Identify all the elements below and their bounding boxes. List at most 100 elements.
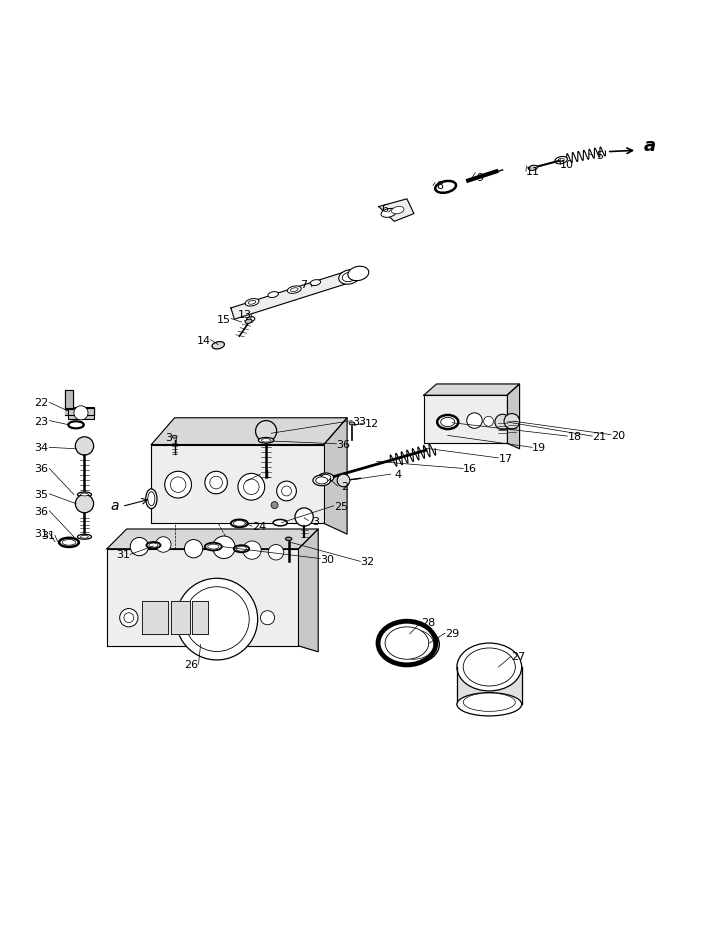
Circle shape xyxy=(170,477,186,493)
Text: 36: 36 xyxy=(34,506,48,516)
Ellipse shape xyxy=(249,301,256,305)
Ellipse shape xyxy=(68,422,84,429)
Ellipse shape xyxy=(246,317,255,323)
Ellipse shape xyxy=(435,182,456,193)
Circle shape xyxy=(260,611,275,625)
Text: 25: 25 xyxy=(334,502,348,511)
Circle shape xyxy=(124,613,134,623)
Ellipse shape xyxy=(286,538,291,541)
Ellipse shape xyxy=(234,545,249,553)
Ellipse shape xyxy=(80,493,89,496)
Text: 11: 11 xyxy=(526,168,540,177)
Text: 31: 31 xyxy=(34,528,48,539)
Ellipse shape xyxy=(273,520,287,526)
Text: 31: 31 xyxy=(116,549,130,560)
Ellipse shape xyxy=(463,648,515,686)
Polygon shape xyxy=(151,445,324,524)
Text: a: a xyxy=(111,498,119,512)
Text: 15: 15 xyxy=(217,314,231,325)
Text: 32: 32 xyxy=(360,557,375,566)
Text: 10: 10 xyxy=(560,160,574,169)
Text: 8: 8 xyxy=(436,181,444,191)
Text: 34: 34 xyxy=(34,443,48,453)
Ellipse shape xyxy=(389,625,439,664)
Ellipse shape xyxy=(258,438,274,444)
Ellipse shape xyxy=(149,544,158,547)
Polygon shape xyxy=(107,549,298,646)
Circle shape xyxy=(120,609,138,627)
Polygon shape xyxy=(424,385,520,396)
Text: 36: 36 xyxy=(337,440,351,449)
Circle shape xyxy=(176,579,258,661)
Text: 7: 7 xyxy=(301,280,308,289)
Ellipse shape xyxy=(310,280,320,287)
Circle shape xyxy=(504,414,520,429)
Polygon shape xyxy=(379,200,414,222)
Circle shape xyxy=(210,477,222,489)
Polygon shape xyxy=(324,418,347,534)
Ellipse shape xyxy=(349,423,355,426)
Polygon shape xyxy=(424,396,507,444)
Text: 22: 22 xyxy=(34,398,48,407)
Polygon shape xyxy=(107,529,318,549)
Circle shape xyxy=(268,545,284,561)
Ellipse shape xyxy=(437,415,458,429)
Ellipse shape xyxy=(146,489,157,509)
Text: 30: 30 xyxy=(320,554,334,564)
Ellipse shape xyxy=(237,546,247,551)
Ellipse shape xyxy=(77,492,92,498)
Text: 5: 5 xyxy=(596,151,603,161)
Ellipse shape xyxy=(268,292,278,298)
Text: 19: 19 xyxy=(532,443,546,453)
Ellipse shape xyxy=(441,418,455,427)
Ellipse shape xyxy=(318,473,334,483)
Ellipse shape xyxy=(233,521,246,526)
Polygon shape xyxy=(65,390,73,409)
Text: 21: 21 xyxy=(592,431,606,442)
Ellipse shape xyxy=(63,540,76,545)
Circle shape xyxy=(184,587,249,652)
Polygon shape xyxy=(65,408,94,415)
Text: 16: 16 xyxy=(463,464,477,474)
Circle shape xyxy=(277,482,296,502)
Ellipse shape xyxy=(394,630,434,660)
Ellipse shape xyxy=(313,476,331,486)
Ellipse shape xyxy=(205,544,222,551)
Ellipse shape xyxy=(342,273,356,283)
Ellipse shape xyxy=(212,342,225,349)
Polygon shape xyxy=(507,385,520,449)
Text: 20: 20 xyxy=(611,430,625,440)
Ellipse shape xyxy=(391,208,404,214)
Text: 6: 6 xyxy=(382,204,389,214)
Ellipse shape xyxy=(245,320,252,325)
Ellipse shape xyxy=(348,267,369,282)
Text: 17: 17 xyxy=(498,453,513,464)
Ellipse shape xyxy=(555,157,567,165)
Ellipse shape xyxy=(381,209,396,218)
Text: 2: 2 xyxy=(341,482,348,491)
Ellipse shape xyxy=(59,538,79,547)
Text: 29: 29 xyxy=(445,628,459,639)
Ellipse shape xyxy=(80,536,89,539)
Circle shape xyxy=(271,502,278,509)
Circle shape xyxy=(74,407,88,421)
Ellipse shape xyxy=(148,492,155,506)
Circle shape xyxy=(213,537,235,559)
Text: 9: 9 xyxy=(476,173,483,183)
Polygon shape xyxy=(298,529,318,652)
Circle shape xyxy=(295,508,313,526)
Circle shape xyxy=(256,421,277,443)
Polygon shape xyxy=(457,667,522,704)
Ellipse shape xyxy=(529,166,537,171)
Text: 3: 3 xyxy=(312,516,319,526)
Ellipse shape xyxy=(316,477,328,485)
Circle shape xyxy=(495,415,510,430)
Text: 33: 33 xyxy=(352,416,366,426)
Text: a: a xyxy=(644,136,656,154)
Ellipse shape xyxy=(385,627,429,660)
Text: 13: 13 xyxy=(238,309,252,319)
Circle shape xyxy=(337,475,350,487)
Ellipse shape xyxy=(146,543,161,548)
Circle shape xyxy=(205,472,227,494)
Text: 1: 1 xyxy=(264,469,271,480)
